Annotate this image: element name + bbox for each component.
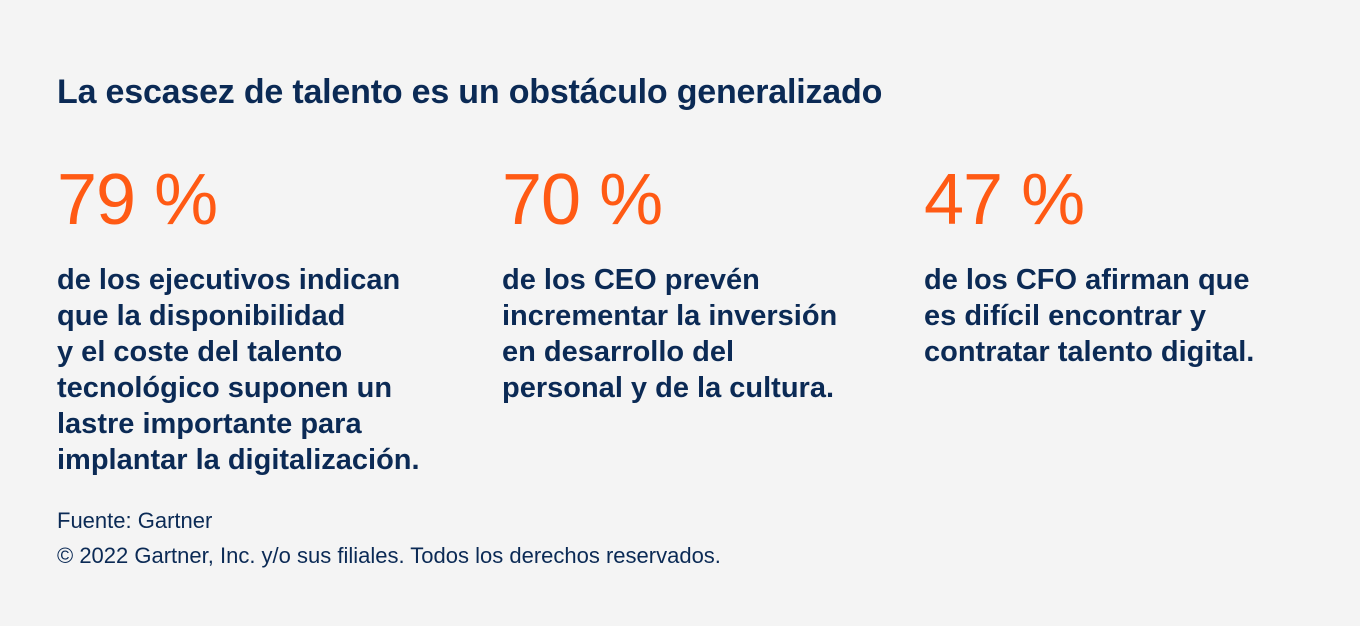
stat-description: de los CFO afirman que es difícil encont…: [924, 264, 1255, 368]
stat-value: 47 %: [924, 160, 1085, 240]
stat-value: 70 %: [502, 160, 663, 240]
stat-value: 79 %: [57, 160, 218, 240]
stat-description: de los CEO prevén incrementar la inversi…: [502, 264, 838, 404]
stat-description: de los ejecutivos indican que la disponi…: [57, 264, 420, 476]
infographic-title: La escasez de talento es un obstáculo ge…: [57, 73, 883, 111]
stat-block-cfo: 47 % de los CFO afirman que es difícil e…: [924, 160, 1324, 370]
source-note: Fuente: Gartner: [57, 508, 213, 533]
stat-block-ceo: 70 % de los CEO prevén incrementar la in…: [502, 160, 902, 406]
copyright-note: © 2022 Gartner, Inc. y/o sus filiales. T…: [57, 543, 721, 568]
stat-block-executives: 79 % de los ejecutivos indican que la di…: [57, 160, 477, 478]
